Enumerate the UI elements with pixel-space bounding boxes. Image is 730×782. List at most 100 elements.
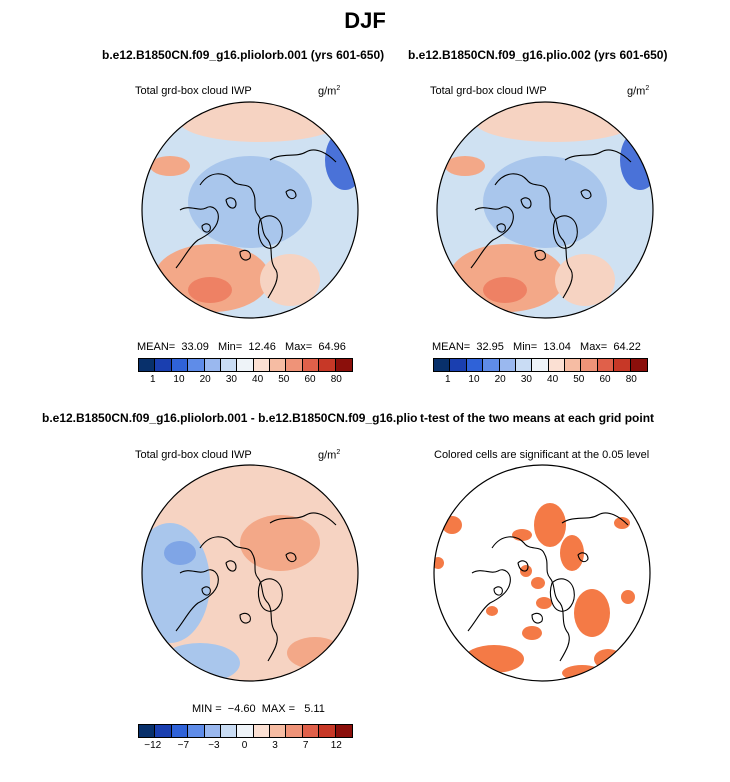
coastline — [467, 569, 511, 632]
panel-3-subtitle: Total grd-box cloud IWP — [135, 449, 252, 461]
coastline — [199, 536, 278, 662]
colorbar-swatch — [171, 359, 189, 371]
west-high-iwp-patch — [445, 156, 485, 176]
colorbar-swatch — [581, 359, 598, 371]
coastline — [201, 223, 211, 233]
pacific-high-iwp-band — [180, 102, 340, 142]
colorbar-tick-label: 20 — [494, 374, 506, 385]
coastline — [257, 215, 283, 249]
negative-diff-core — [164, 541, 196, 565]
atlantic-max-iwp-core — [483, 277, 527, 303]
colorbar-tick-label: 10 — [468, 374, 480, 385]
colorbar-swatch — [139, 725, 156, 737]
panel-1-map — [141, 101, 359, 319]
panel-2-units: g/m2 — [627, 85, 650, 98]
colorbar-swatch — [188, 725, 205, 737]
significant-cell-cluster — [534, 503, 566, 547]
colorbar-tick-label: 40 — [547, 374, 559, 385]
colorbar-tick-label: 30 — [225, 374, 237, 385]
colorbar-tick-label: 50 — [573, 374, 585, 385]
siberia-moderate-iwp — [260, 254, 320, 306]
colorbar-swatch — [220, 725, 238, 737]
panel-4-subtitle: Colored cells are significant at the 0.0… — [434, 449, 650, 461]
coastline — [580, 189, 592, 200]
colorbar-swatch — [286, 359, 303, 371]
panel-3-map — [141, 464, 359, 682]
colorbar-swatch — [270, 359, 287, 371]
colorbar-tick-label: 80 — [330, 374, 342, 385]
colorbar-swatch — [614, 359, 631, 371]
colorbar-swatch — [302, 359, 320, 371]
map-boundary — [436, 101, 654, 319]
colorbar-tick-label: 1 — [149, 374, 156, 385]
colorbar-swatch — [286, 725, 303, 737]
significant-cell-cluster — [531, 577, 545, 589]
colorbar-swatch — [188, 359, 205, 371]
significant-cell-cluster — [486, 606, 498, 616]
colorbar-swatch — [515, 359, 533, 371]
panel-1-subtitle: Total grd-box cloud IWP — [135, 85, 252, 97]
non-significant-background — [434, 465, 650, 681]
panel-2-subtitle: Total grd-box cloud IWP — [430, 85, 547, 97]
colorbar-swatch — [434, 359, 451, 371]
coastline — [285, 552, 297, 563]
atlantic-max-iwp-core — [188, 277, 232, 303]
colorbar-tick-label: 60 — [599, 374, 611, 385]
panel-2-stats: MEAN= 32.95 Min= 13.04 Max= 64.22 — [432, 341, 641, 353]
significant-cell-cluster — [574, 589, 610, 637]
significant-cell-cluster — [512, 529, 532, 541]
colorbar-swatch — [155, 359, 172, 371]
arctic-low-iwp-region — [188, 156, 312, 248]
colorbar-tick-label: 40 — [252, 374, 264, 385]
coastline — [534, 249, 546, 261]
positive-diff-core — [240, 515, 320, 571]
coastline — [552, 215, 578, 249]
colorbar-swatch — [204, 725, 221, 737]
coastline — [175, 569, 219, 632]
colorbar-tick-label: 30 — [520, 374, 532, 385]
colorbar-swatch — [204, 359, 221, 371]
colorbar-tick-label: 10 — [173, 374, 185, 385]
panel-1-stats: MEAN= 33.09 Min= 12.46 Max= 64.96 — [137, 341, 346, 353]
colorbar-swatch — [565, 359, 582, 371]
coastline — [531, 612, 543, 624]
significant-cell-cluster — [536, 597, 552, 609]
panel-1-colorbar — [138, 358, 353, 372]
colorbar-tick-label: −12 — [144, 740, 162, 751]
colorbar-tick-label: −3 — [208, 740, 220, 751]
coastline — [520, 197, 532, 209]
significant-cell-cluster — [522, 626, 542, 640]
map-boundary — [141, 101, 359, 319]
colorbar-swatch — [466, 359, 484, 371]
colorbar-swatch — [548, 359, 565, 371]
colorbar-swatch — [483, 359, 500, 371]
coastline — [285, 189, 297, 200]
pacific-high-iwp-band — [475, 102, 635, 142]
colorbar-tick-label: 7 — [302, 740, 309, 751]
colorbar-swatch — [630, 359, 647, 371]
figure-title: DJF — [344, 8, 386, 33]
panel-1-units: g/m2 — [318, 85, 341, 98]
negative-diff-south — [160, 643, 240, 681]
coastline — [491, 536, 570, 662]
panel-3-colorbar — [138, 724, 353, 738]
colorbar-tick-label: 80 — [625, 374, 637, 385]
colorbar-tick-label: −7 — [177, 740, 190, 751]
colorbar-tick-label: 3 — [272, 740, 278, 751]
colorbar-swatch — [499, 359, 516, 371]
map-field — [142, 102, 358, 318]
map-boundary — [141, 464, 359, 682]
colorbar-swatch — [171, 725, 189, 737]
colorbar-swatch — [335, 725, 352, 737]
colorbar-swatch — [319, 359, 336, 371]
coastline — [496, 223, 506, 233]
coastline — [269, 149, 337, 163]
panel-3-title: b.e12.B1850CN.f09_g16.pliolorb.001 - b.e… — [42, 411, 441, 425]
significant-cell-cluster — [621, 590, 635, 604]
siberia-moderate-iwp — [555, 254, 615, 306]
significant-cell-cluster — [560, 535, 584, 571]
panel-2-title: b.e12.B1850CN.f09_g16.plio.002 (yrs 601-… — [408, 48, 668, 62]
coastline — [564, 149, 632, 163]
colorbar-swatch — [237, 359, 254, 371]
colorbar-swatch — [253, 725, 270, 737]
